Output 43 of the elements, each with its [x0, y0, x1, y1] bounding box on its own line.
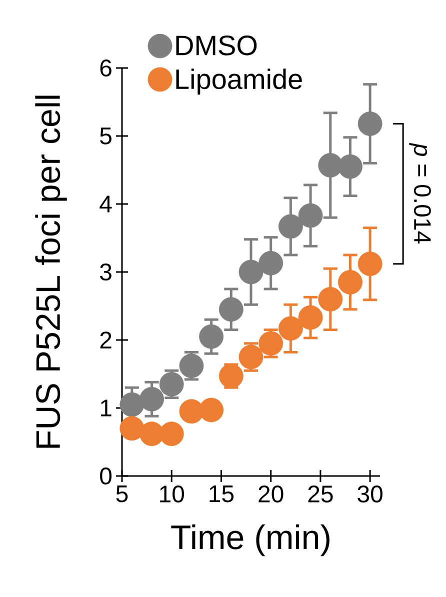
point	[318, 287, 343, 312]
point	[238, 260, 264, 284]
point	[338, 154, 362, 179]
point	[238, 344, 264, 370]
y-tick-label: 6	[100, 60, 112, 76]
y-tick-label: 3	[100, 264, 112, 280]
x-tick-label: 30	[358, 486, 382, 503]
y-tick-label: 4	[100, 196, 112, 212]
y-tick-label: 5	[100, 128, 112, 144]
point	[179, 399, 204, 424]
y-tick-label: 1	[100, 400, 112, 416]
point	[278, 316, 303, 341]
point	[199, 398, 224, 422]
point	[318, 153, 343, 178]
y-tick-label: 0	[100, 468, 112, 484]
legend-label: DMSO	[176, 36, 257, 56]
point	[298, 305, 323, 330]
point	[218, 297, 244, 322]
point	[218, 364, 244, 388]
point	[358, 252, 382, 276]
point	[338, 270, 362, 294]
x-tick-label: 10	[160, 486, 184, 503]
x-tick-label: 25	[308, 486, 333, 503]
y-axis-title: FUS P525L foci per cell	[35, 96, 67, 448]
point	[199, 324, 224, 349]
text: p = 0.014	[409, 142, 431, 244]
point	[258, 250, 284, 276]
point	[120, 416, 144, 441]
legend-label: Lipoamide	[176, 68, 302, 95]
y-tick-label: 2	[100, 332, 112, 348]
point	[140, 386, 164, 412]
x-tick-label: 20	[258, 486, 284, 503]
x-axis-title: Time (min)	[171, 524, 330, 556]
point	[179, 354, 204, 378]
point	[140, 422, 164, 446]
x-tick-label: 5	[116, 486, 128, 502]
point	[298, 203, 323, 228]
x-tick-label: 15	[210, 486, 234, 502]
point	[120, 392, 144, 417]
point	[278, 214, 303, 239]
point	[258, 331, 284, 356]
point	[159, 372, 184, 396]
point	[358, 112, 382, 136]
